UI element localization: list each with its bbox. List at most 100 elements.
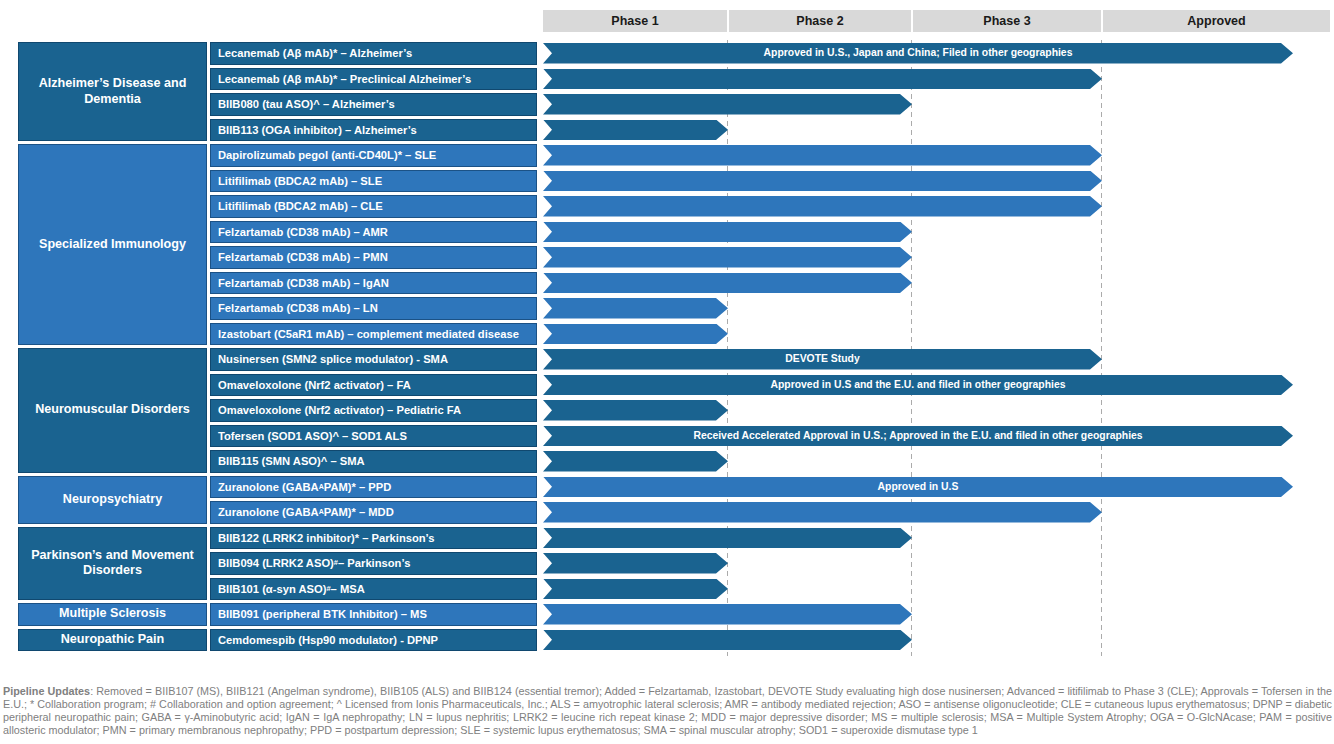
drug-label: BIIB094 (LRRK2 ASO)# – Parkinson’s bbox=[210, 552, 537, 575]
phase-lane: DEVOTE Study bbox=[543, 348, 1330, 371]
pipeline-slide: Phase 1 Phase 2 Phase 3 Approved Alzheim… bbox=[0, 0, 1334, 744]
pipeline-row: BIIB101 (α-syn ASO)# – MSA bbox=[210, 578, 1330, 601]
drug-label: Felzartamab (CD38 mAb) – LN bbox=[210, 297, 537, 320]
pipeline-grid: Alzheimer’s Disease and DementiaLecanema… bbox=[18, 42, 1330, 651]
phase-lane bbox=[543, 221, 1330, 244]
section-label: Alzheimer’s Disease and Dementia bbox=[18, 42, 207, 141]
pipeline-section: Neuromuscular DisordersNusinersen (SMN2 … bbox=[18, 348, 1330, 473]
drug-label: BIIB113 (OGA inhibitor) – Alzheimer’s bbox=[210, 119, 537, 142]
drug-label: Zuranolone (GABAA PAM)* – PPD bbox=[210, 476, 537, 499]
phase-lane bbox=[543, 68, 1330, 91]
pipeline-row: Felzartamab (CD38 mAb) – PMN bbox=[210, 246, 1330, 269]
phase-lane: Received Accelerated Approval in U.S.; A… bbox=[543, 425, 1330, 448]
pipeline-section: Alzheimer’s Disease and DementiaLecanema… bbox=[18, 42, 1330, 141]
pipeline-progress-bar bbox=[543, 528, 912, 549]
pipeline-section: Specialized ImmunologyDapirolizumab pego… bbox=[18, 144, 1330, 345]
pipeline-section: Multiple SclerosisBIIB091 (peripheral BT… bbox=[18, 603, 1330, 626]
pipeline-progress-bar bbox=[543, 579, 728, 600]
pipeline-progress-bar bbox=[543, 298, 728, 319]
pipeline-progress-bar bbox=[543, 196, 1102, 217]
phase-lane bbox=[543, 119, 1330, 142]
phase-2-column-header: Phase 2 bbox=[729, 10, 911, 32]
drug-label: Tofersen (SOD1 ASO)^ – SOD1 ALS bbox=[210, 425, 537, 448]
drug-label: Omaveloxolone (Nrf2 activator) – FA bbox=[210, 374, 537, 397]
section-rows: BIIB122 (LRRK2 inhibitor)* – Parkinson’s… bbox=[210, 527, 1330, 601]
pipeline-progress-bar bbox=[543, 171, 1102, 192]
phase-lane bbox=[543, 93, 1330, 116]
pipeline-row: Tofersen (SOD1 ASO)^ – SOD1 ALS Received … bbox=[210, 425, 1330, 448]
section-rows: Nusinersen (SMN2 splice modulator) - SMA… bbox=[210, 348, 1330, 473]
phase-lane bbox=[543, 399, 1330, 422]
section-rows: Dapirolizumab pegol (anti-CD40L)* – SLE L… bbox=[210, 144, 1330, 345]
section-rows: BIIB091 (peripheral BTK Inhibitor) – MS bbox=[210, 603, 1330, 626]
drug-label: Omaveloxolone (Nrf2 activator) – Pediatr… bbox=[210, 399, 537, 422]
pipeline-progress-bar: DEVOTE Study bbox=[543, 349, 1102, 370]
bar-annotation: Received Accelerated Approval in U.S.; A… bbox=[693, 430, 1142, 442]
approved-column-header: Approved bbox=[1103, 10, 1330, 32]
phase-3-column-header: Phase 3 bbox=[913, 10, 1101, 32]
phase-lane bbox=[543, 603, 1330, 626]
phase-lane bbox=[543, 144, 1330, 167]
drug-label: Izastobart (C5aR1 mAb) – complement medi… bbox=[210, 323, 537, 346]
drug-label: Felzartamab (CD38 mAb) – IgAN bbox=[210, 272, 537, 295]
phase-lane bbox=[543, 170, 1330, 193]
pipeline-progress-bar bbox=[543, 451, 728, 472]
pipeline-row: Felzartamab (CD38 mAb) – LN bbox=[210, 297, 1330, 320]
drug-label: BIIB101 (α-syn ASO)# – MSA bbox=[210, 578, 537, 601]
section-rows: Lecanemab (Aβ mAb)* – Alzheimer’sApprove… bbox=[210, 42, 1330, 141]
drug-label: BIIB080 (tau ASO)^ – Alzheimer’s bbox=[210, 93, 537, 116]
drug-label: Felzartamab (CD38 mAb) – AMR bbox=[210, 221, 537, 244]
pipeline-row: BIIB113 (OGA inhibitor) – Alzheimer’s bbox=[210, 119, 1330, 142]
bar-annotation: Approved in U.S and the E.U. and filed i… bbox=[770, 379, 1065, 391]
drug-label: Litifilimab (BDCA2 mAb) – SLE bbox=[210, 170, 537, 193]
pipeline-row: Omaveloxolone (Nrf2 activator) – FA Appro… bbox=[210, 374, 1330, 397]
section-rows: Cemdomespib (Hsp90 modulator) - DPNP bbox=[210, 629, 1330, 652]
bar-annotation: DEVOTE Study bbox=[785, 353, 859, 365]
pipeline-progress-bar: Approved in U.S and the E.U. and filed i… bbox=[543, 375, 1293, 396]
pipeline-row: Lecanemab (Aβ mAb)* – Preclinical Alzhei… bbox=[210, 68, 1330, 91]
pipeline-progress-bar: Approved in U.S., Japan and China; Filed… bbox=[543, 43, 1293, 64]
phase-lane bbox=[543, 629, 1330, 652]
pipeline-row: Felzartamab (CD38 mAb) – IgAN bbox=[210, 272, 1330, 295]
phase-lane bbox=[543, 323, 1330, 346]
section-label: Neuropsychiatry bbox=[18, 476, 207, 524]
phase-lane bbox=[543, 527, 1330, 550]
pipeline-progress-bar bbox=[543, 273, 912, 294]
pipeline-row: BIIB080 (tau ASO)^ – Alzheimer’s bbox=[210, 93, 1330, 116]
phase-lane bbox=[543, 246, 1330, 269]
pipeline-section: Parkinson’s and Movement DisordersBIIB12… bbox=[18, 527, 1330, 601]
drug-label: BIIB122 (LRRK2 inhibitor)* – Parkinson’s bbox=[210, 527, 537, 550]
phase-lane bbox=[543, 297, 1330, 320]
pipeline-row: BIIB091 (peripheral BTK Inhibitor) – MS bbox=[210, 603, 1330, 626]
pipeline-row: Dapirolizumab pegol (anti-CD40L)* – SLE bbox=[210, 144, 1330, 167]
section-label: Neuromuscular Disorders bbox=[18, 348, 207, 473]
footnote-body: : Removed = BIIB107 (MS), BIIB121 (Angel… bbox=[3, 685, 1332, 736]
pipeline-progress-bar bbox=[543, 604, 912, 625]
footnote-text: Pipeline Updates: Removed = BIIB107 (MS)… bbox=[3, 685, 1332, 736]
phase-lane bbox=[543, 272, 1330, 295]
pipeline-progress-bar: Received Accelerated Approval in U.S.; A… bbox=[543, 426, 1293, 447]
footnote-lead: Pipeline Updates bbox=[3, 685, 90, 697]
phase-lane bbox=[543, 450, 1330, 473]
phase-lane: Approved in U.S., Japan and China; Filed… bbox=[543, 42, 1330, 65]
pipeline-row: BIIB094 (LRRK2 ASO)# – Parkinson’s bbox=[210, 552, 1330, 575]
pipeline-progress-bar bbox=[543, 553, 728, 574]
phase-lane: Approved in U.S and the E.U. and filed i… bbox=[543, 374, 1330, 397]
pipeline-row: Cemdomespib (Hsp90 modulator) - DPNP bbox=[210, 629, 1330, 652]
phase-lane bbox=[543, 578, 1330, 601]
pipeline-row: Zuranolone (GABAA PAM)* – MDD bbox=[210, 501, 1330, 524]
pipeline-progress-bar bbox=[543, 630, 912, 651]
section-label: Multiple Sclerosis bbox=[18, 603, 207, 626]
pipeline-progress-bar bbox=[543, 247, 912, 268]
pipeline-row: Lecanemab (Aβ mAb)* – Alzheimer’sApprove… bbox=[210, 42, 1330, 65]
pipeline-section: NeuropsychiatryZuranolone (GABAA PAM)* –… bbox=[18, 476, 1330, 524]
bar-annotation: Approved in U.S., Japan and China; Filed… bbox=[764, 47, 1073, 59]
drug-label: Felzartamab (CD38 mAb) – PMN bbox=[210, 246, 537, 269]
pipeline-row: Litifilimab (BDCA2 mAb) – CLE bbox=[210, 195, 1330, 218]
drug-label: Cemdomespib (Hsp90 modulator) - DPNP bbox=[210, 629, 537, 652]
drug-label: BIIB115 (SMN ASO)^ – SMA bbox=[210, 450, 537, 473]
pipeline-progress-bar bbox=[543, 120, 728, 141]
pipeline-row: Izastobart (C5aR1 mAb) – complement medi… bbox=[210, 323, 1330, 346]
phase-lane bbox=[543, 195, 1330, 218]
drug-label: Litifilimab (BDCA2 mAb) – CLE bbox=[210, 195, 537, 218]
